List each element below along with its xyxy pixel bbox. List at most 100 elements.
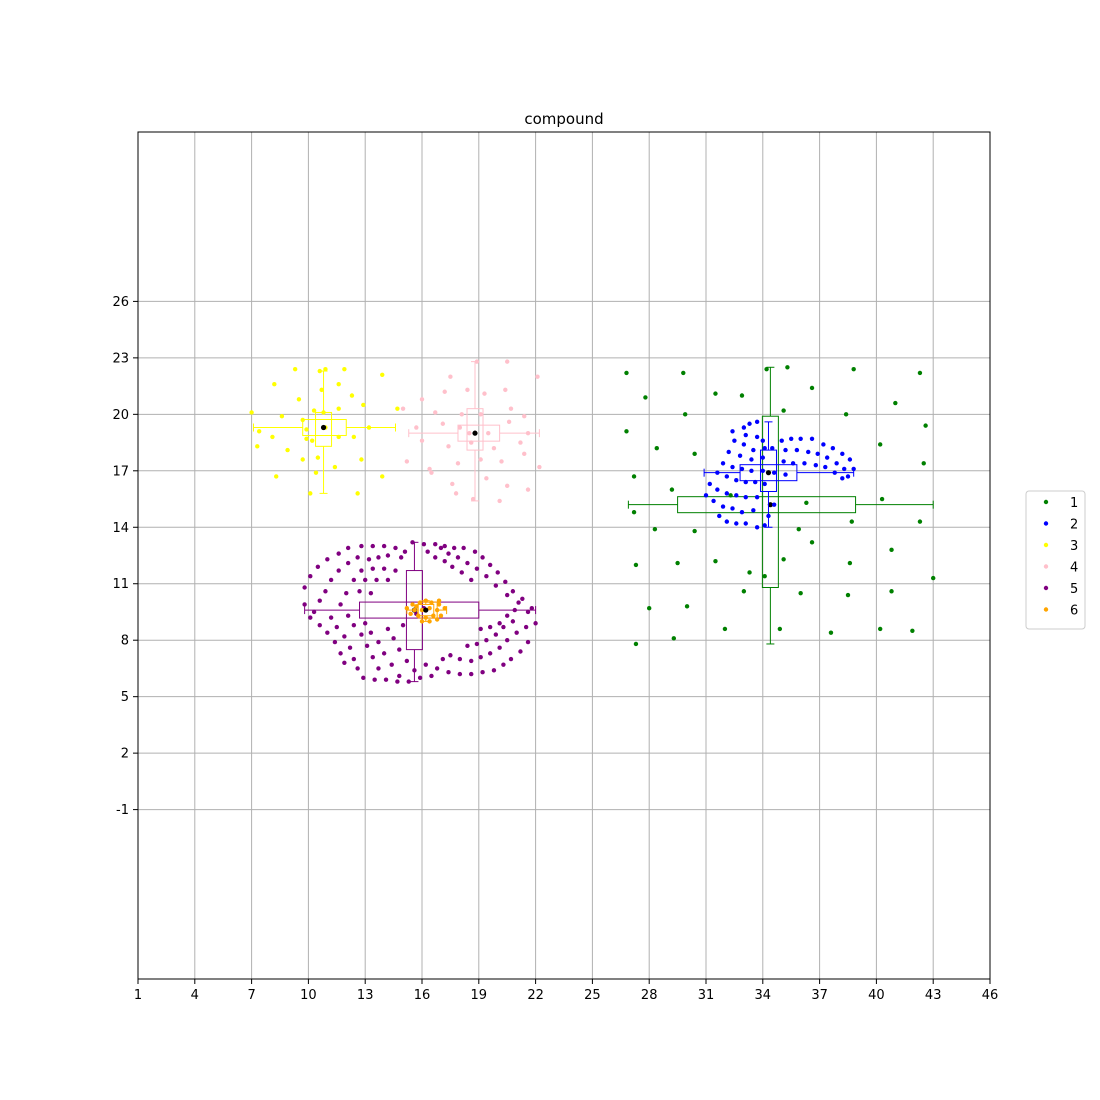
data-point bbox=[334, 624, 339, 630]
data-point bbox=[351, 656, 357, 662]
grid-lines bbox=[137, 132, 991, 979]
data-point bbox=[381, 543, 387, 549]
y-tick-label: 8 bbox=[121, 634, 129, 649]
data-point bbox=[361, 402, 366, 408]
data-point bbox=[522, 451, 527, 457]
data-point bbox=[730, 464, 735, 470]
data-point bbox=[323, 366, 328, 372]
data-point bbox=[308, 615, 313, 620]
data-point bbox=[796, 526, 801, 532]
data-point bbox=[393, 545, 398, 551]
axis-ticks: 1 4 7 10 13 16 19 22 25 28 31 34 37 40 43 46-1258111417… bbox=[112, 295, 998, 1003]
data-point bbox=[469, 577, 474, 583]
x-tick-label: 7 bbox=[247, 988, 255, 1003]
data-point bbox=[505, 613, 510, 618]
data-point bbox=[893, 400, 898, 406]
box-y bbox=[466, 408, 484, 451]
data-point bbox=[457, 656, 463, 662]
data-point bbox=[255, 444, 260, 449]
data-point bbox=[739, 393, 745, 398]
data-point bbox=[654, 446, 659, 451]
data-point bbox=[647, 606, 652, 611]
data-point bbox=[821, 442, 826, 447]
data-point bbox=[781, 557, 786, 562]
x-tick-label: 46 bbox=[982, 988, 999, 1003]
data-point bbox=[302, 602, 307, 607]
legend-marker bbox=[1043, 542, 1049, 548]
data-point bbox=[395, 406, 400, 411]
data-point bbox=[414, 425, 419, 430]
data-point bbox=[249, 410, 254, 415]
y-tick-label: 23 bbox=[112, 351, 129, 366]
mean-marker bbox=[423, 607, 429, 613]
data-point bbox=[525, 639, 531, 645]
x-tick-label: 34 bbox=[755, 988, 772, 1003]
x-tick-label: 43 bbox=[925, 988, 942, 1003]
data-point bbox=[724, 474, 730, 479]
mean-marker bbox=[767, 502, 773, 508]
data-point bbox=[508, 656, 514, 662]
series-2 bbox=[703, 419, 856, 530]
data-point bbox=[482, 391, 487, 396]
data-point bbox=[372, 677, 377, 682]
data-point bbox=[720, 504, 726, 509]
data-point bbox=[743, 521, 748, 526]
series-4 bbox=[400, 359, 542, 504]
data-point bbox=[741, 442, 747, 447]
box-x bbox=[739, 464, 798, 482]
data-point bbox=[347, 645, 353, 650]
data-point bbox=[923, 423, 928, 428]
data-point bbox=[311, 408, 317, 413]
data-point bbox=[429, 470, 434, 475]
data-point bbox=[446, 669, 451, 675]
data-point bbox=[840, 476, 845, 481]
data-point bbox=[474, 641, 480, 647]
y-tick-label: 26 bbox=[112, 295, 129, 310]
data-point bbox=[783, 447, 788, 453]
data-point bbox=[535, 374, 540, 379]
data-point bbox=[830, 446, 836, 451]
data-point bbox=[503, 579, 508, 585]
data-point bbox=[376, 639, 381, 645]
data-point bbox=[425, 549, 430, 554]
data-point bbox=[442, 558, 447, 564]
data-series bbox=[249, 359, 936, 684]
data-point bbox=[770, 446, 775, 451]
data-point bbox=[380, 372, 385, 378]
data-point bbox=[843, 412, 849, 417]
data-point bbox=[525, 609, 531, 615]
data-point bbox=[319, 387, 324, 393]
data-point bbox=[450, 481, 455, 487]
x-tick-label: 19 bbox=[471, 988, 488, 1003]
data-point bbox=[739, 466, 745, 472]
data-point bbox=[845, 592, 851, 598]
data-point bbox=[398, 555, 404, 560]
data-point bbox=[374, 577, 379, 583]
series-1 bbox=[624, 365, 936, 647]
data-point bbox=[633, 562, 639, 568]
data-point bbox=[491, 446, 497, 451]
data-point bbox=[436, 598, 442, 603]
mean-marker bbox=[320, 424, 327, 431]
data-point bbox=[724, 519, 730, 524]
data-point bbox=[351, 434, 357, 440]
data-point bbox=[703, 493, 709, 498]
data-point bbox=[357, 589, 362, 594]
data-point bbox=[711, 498, 716, 504]
data-point bbox=[877, 626, 883, 632]
data-point bbox=[429, 673, 434, 679]
data-point bbox=[743, 432, 748, 438]
data-point bbox=[478, 626, 483, 632]
data-point bbox=[804, 500, 809, 505]
data-point bbox=[338, 651, 343, 656]
data-point bbox=[274, 474, 279, 479]
data-point bbox=[328, 577, 334, 583]
box-x bbox=[677, 496, 857, 514]
data-point bbox=[351, 577, 357, 583]
data-point bbox=[931, 575, 936, 581]
data-point bbox=[332, 464, 338, 470]
legend-label: 1 bbox=[1070, 496, 1078, 511]
data-point bbox=[440, 421, 446, 426]
data-point bbox=[749, 457, 754, 462]
data-point bbox=[308, 491, 313, 496]
